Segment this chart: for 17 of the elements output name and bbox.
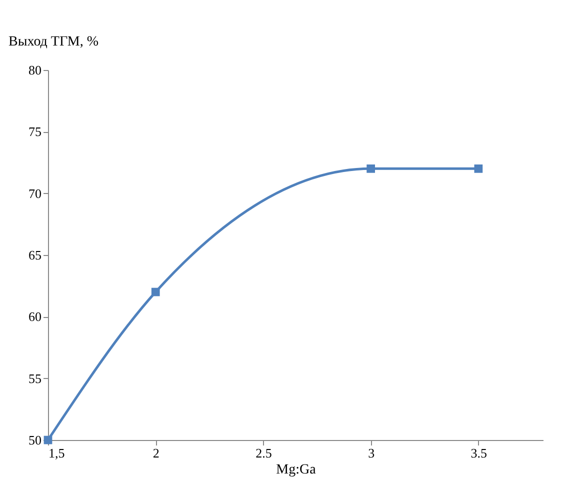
x-tick-label: 3.5 bbox=[470, 446, 488, 460]
y-tick-label: 55 bbox=[28, 370, 42, 386]
x-axis-title: Mg:Ga bbox=[276, 462, 317, 478]
x-tick-label: 2 bbox=[152, 446, 160, 460]
y-tick-label: 75 bbox=[28, 124, 42, 140]
x-tick-label: 3 bbox=[368, 446, 375, 460]
point bbox=[474, 164, 483, 173]
y-axis-title: Выход ТГМ, % bbox=[8, 34, 99, 50]
y-tick-label: 65 bbox=[28, 248, 42, 262]
point bbox=[151, 288, 160, 296]
y-tick-label: 70 bbox=[28, 186, 42, 201]
y-tick-label: 60 bbox=[28, 309, 42, 324]
y-tick-label: 50 bbox=[28, 432, 42, 448]
y-tick-label: 80 bbox=[28, 62, 42, 78]
x-tick-label: 2.5 bbox=[256, 446, 272, 460]
x-tick-label: 1,5 bbox=[48, 446, 65, 460]
point bbox=[366, 164, 376, 173]
